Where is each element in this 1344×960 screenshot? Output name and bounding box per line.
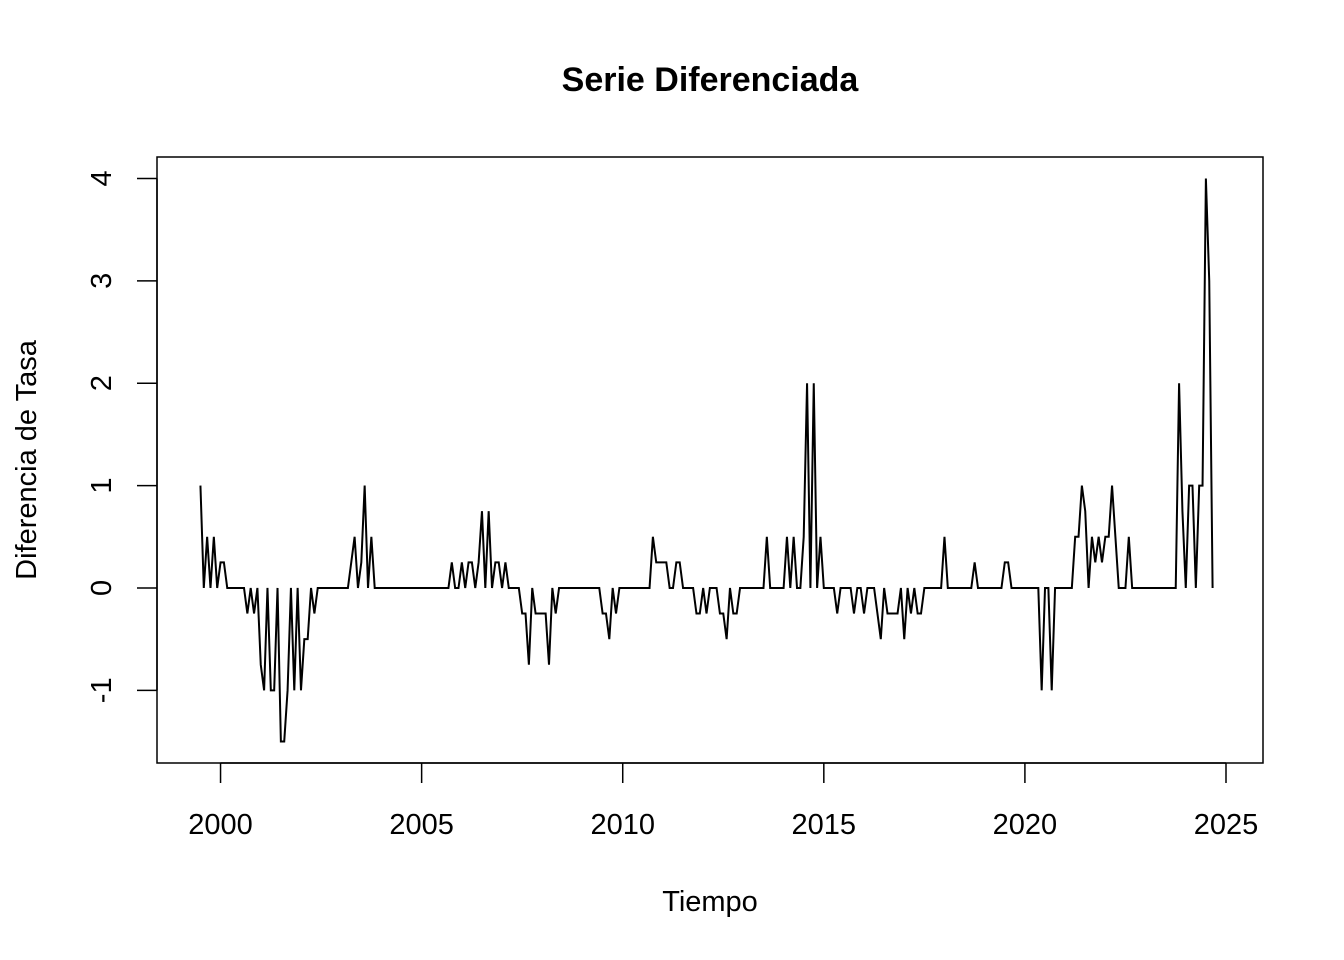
y-tick-label: 1 [86, 478, 118, 494]
y-tick-label: -1 [86, 677, 118, 703]
series-line [199, 178, 1214, 743]
x-tick-label: 2020 [993, 809, 1058, 841]
chart-title: Serie Diferenciada [562, 61, 860, 99]
x-tick-label: 2005 [389, 809, 454, 841]
x-tick-label: 2000 [188, 809, 253, 841]
x-tick-label: 2025 [1194, 809, 1259, 841]
y-tick-label: 4 [86, 170, 118, 186]
y-tick-label: 3 [86, 273, 118, 289]
plot-frame [156, 156, 1264, 764]
y-tick-label: 0 [86, 580, 118, 596]
x-axis: 2000 2005 2010 2015 2020 2025 [188, 762, 1259, 841]
x-tick-label: 2010 [590, 809, 655, 841]
y-axis: -1 0 1 2 3 4 [86, 170, 158, 703]
y-tick-label: 2 [86, 375, 118, 391]
y-axis-title: Diferencia de Tasa [11, 339, 43, 580]
x-axis-title: Tiempo [662, 886, 758, 918]
x-tick-label: 2015 [792, 809, 857, 841]
